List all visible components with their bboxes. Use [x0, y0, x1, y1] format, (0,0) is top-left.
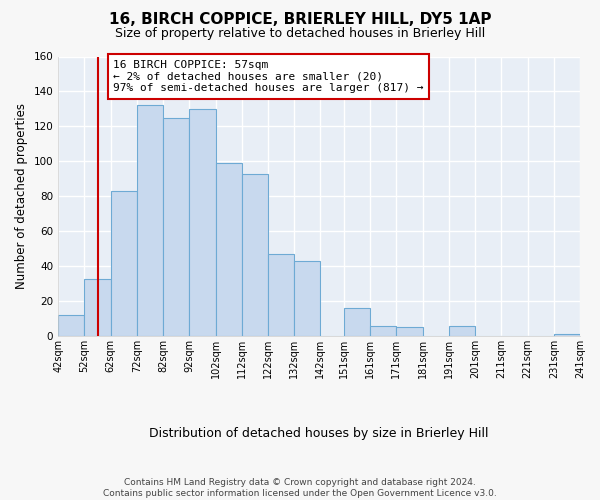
Bar	[397, 328, 422, 336]
Bar	[370, 326, 397, 336]
Text: 16 BIRCH COPPICE: 57sqm
← 2% of detached houses are smaller (20)
97% of semi-det: 16 BIRCH COPPICE: 57sqm ← 2% of detached…	[113, 60, 424, 93]
Bar	[189, 109, 215, 336]
X-axis label: Distribution of detached houses by size in Brierley Hill: Distribution of detached houses by size …	[149, 427, 489, 440]
Bar	[215, 163, 242, 336]
Bar	[449, 326, 475, 336]
Bar	[554, 334, 580, 336]
Bar	[344, 308, 370, 336]
Bar	[137, 106, 163, 336]
Bar	[85, 278, 110, 336]
Bar	[58, 316, 85, 336]
Bar	[242, 174, 268, 336]
Text: 16, BIRCH COPPICE, BRIERLEY HILL, DY5 1AP: 16, BIRCH COPPICE, BRIERLEY HILL, DY5 1A…	[109, 12, 491, 28]
Bar	[110, 191, 137, 336]
Text: Contains HM Land Registry data © Crown copyright and database right 2024.
Contai: Contains HM Land Registry data © Crown c…	[103, 478, 497, 498]
Bar	[294, 261, 320, 336]
Y-axis label: Number of detached properties: Number of detached properties	[15, 104, 28, 290]
Text: Size of property relative to detached houses in Brierley Hill: Size of property relative to detached ho…	[115, 28, 485, 40]
Bar	[163, 118, 189, 336]
Bar	[268, 254, 294, 336]
